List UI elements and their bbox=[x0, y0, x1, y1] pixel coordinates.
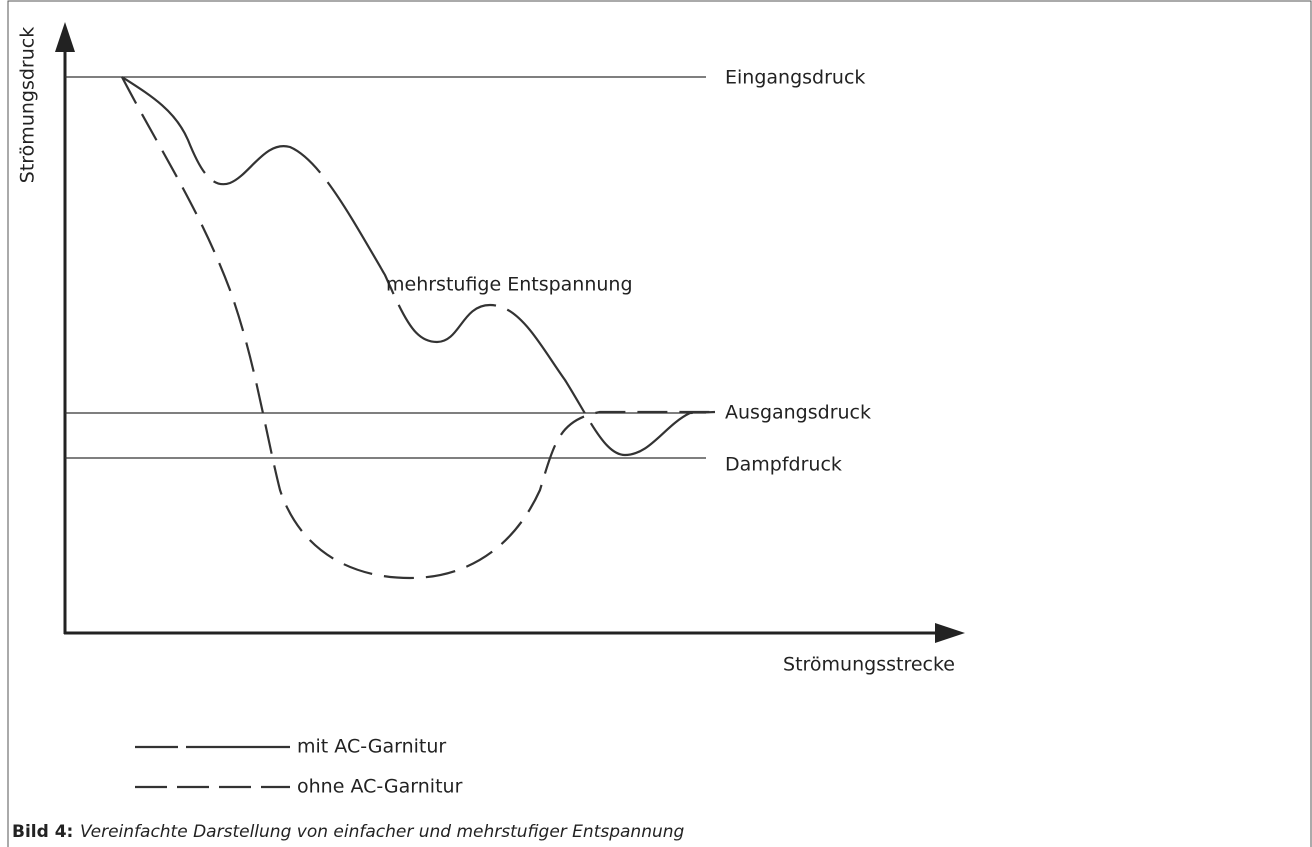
caption-number: Bild 4: bbox=[12, 822, 73, 842]
single-stage-curve bbox=[121, 76, 715, 580]
legend-label: ohne AC-Garnitur bbox=[297, 776, 463, 798]
caption-text: Vereinfachte Darstellung von einfacher u… bbox=[80, 822, 685, 842]
frame bbox=[7, 0, 1312, 847]
x-arrow bbox=[935, 623, 965, 643]
curve-label: mehrstufige Entspannung bbox=[386, 274, 633, 296]
y-axis-label: Strömungsdruck bbox=[17, 27, 39, 183]
vapor-label: Dampfdruck bbox=[725, 454, 842, 476]
y-arrow bbox=[55, 22, 75, 52]
x-axis-label: Strömungsstrecke bbox=[783, 654, 955, 676]
outlet-label: Ausgangsdruck bbox=[725, 402, 871, 424]
multi-stage-curve bbox=[121, 76, 716, 457]
inlet-label: Eingangsdruck bbox=[725, 67, 865, 89]
legend-label: mit AC-Garnitur bbox=[297, 736, 446, 758]
